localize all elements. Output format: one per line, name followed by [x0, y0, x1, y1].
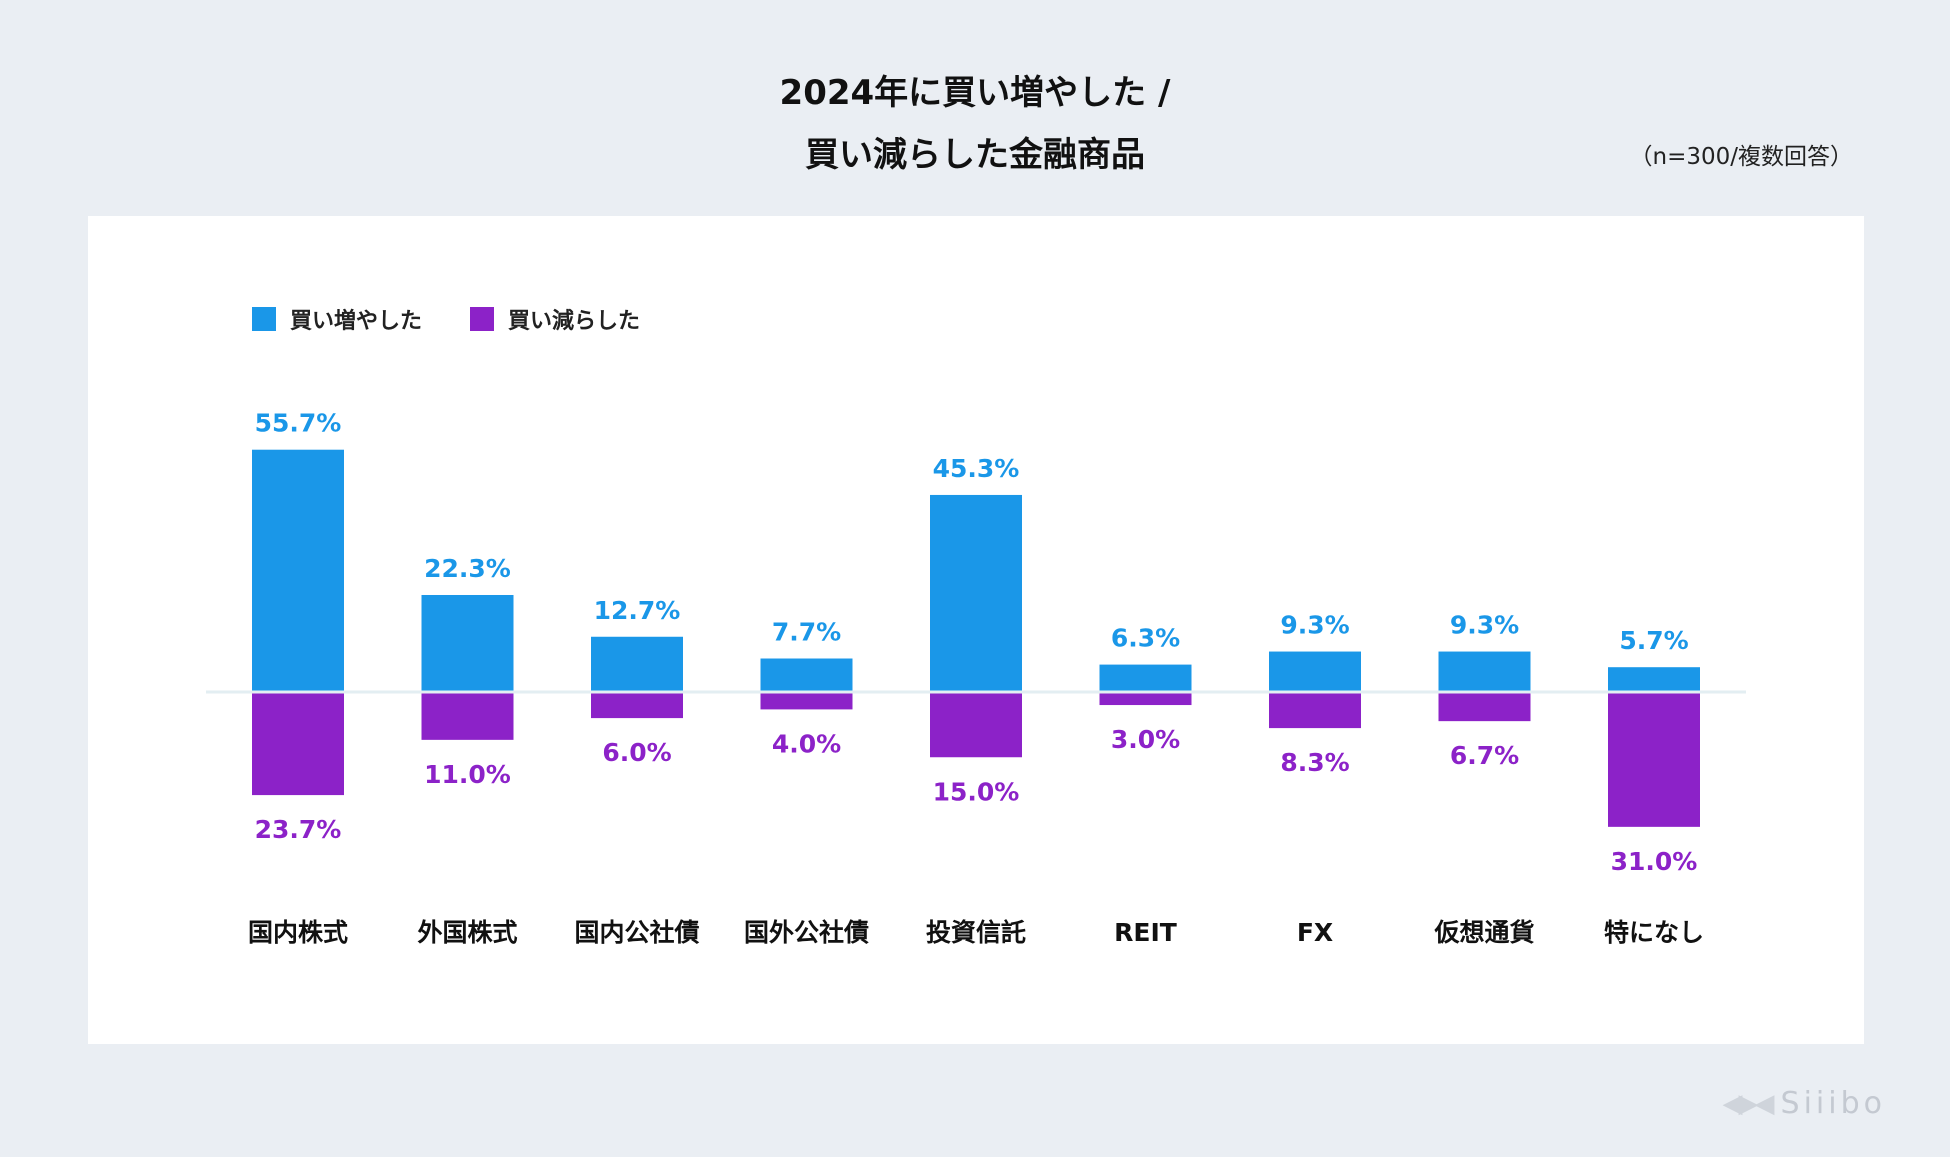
- bar-decrease-1: [421, 692, 514, 740]
- data-label-increase-8: 5.7%: [1619, 626, 1688, 655]
- category-label-6: FX: [1297, 918, 1333, 947]
- bar-increase-3: [760, 658, 853, 692]
- data-label-decrease-0: 23.7%: [255, 815, 342, 844]
- category-label-4: 投資信託: [926, 918, 1026, 947]
- category-label-5: REIT: [1114, 918, 1177, 947]
- data-label-decrease-6: 8.3%: [1280, 748, 1349, 777]
- data-label-increase-0: 55.7%: [255, 409, 342, 438]
- data-label-increase-7: 9.3%: [1450, 611, 1519, 640]
- legend-item-decrease: 買い減らした: [470, 303, 640, 335]
- bar-increase-7: [1438, 651, 1531, 692]
- category-label-3: 国外公社債: [744, 918, 869, 947]
- data-label-decrease-1: 11.0%: [424, 760, 511, 789]
- data-label-increase-5: 6.3%: [1111, 624, 1180, 653]
- data-label-decrease-7: 6.7%: [1450, 741, 1519, 770]
- legend: 買い増やした 買い減らした: [252, 303, 688, 335]
- siiibo-logo: ◀▶◀ Siiibo: [1723, 1086, 1886, 1121]
- legend-label-increase: 買い増やした: [290, 309, 423, 334]
- bar-decrease-0: [252, 692, 344, 796]
- bar-decrease-7: [1438, 692, 1531, 722]
- bar-decrease-2: [591, 692, 683, 719]
- category-label-1: 外国株式: [417, 918, 517, 947]
- data-label-increase-4: 45.3%: [933, 454, 1020, 483]
- legend-swatch-increase: [252, 307, 276, 331]
- legend-label-decrease: 買い減らした: [508, 309, 641, 334]
- category-label-7: 仮想通貨: [1433, 918, 1534, 947]
- logo-text: Siiibo: [1780, 1086, 1886, 1121]
- bar-increase-6: [1269, 651, 1361, 692]
- data-label-increase-2: 12.7%: [594, 596, 681, 625]
- bar-increase-5: [1099, 664, 1192, 692]
- category-label-0: 国内株式: [248, 918, 348, 947]
- bar-increase-2: [591, 636, 683, 692]
- data-label-decrease-5: 3.0%: [1111, 725, 1180, 754]
- bar-increase-0: [252, 449, 344, 692]
- bar-decrease-4: [930, 692, 1022, 758]
- bar-increase-8: [1608, 667, 1700, 692]
- category-label-8: 特になし: [1604, 918, 1704, 947]
- logo-mark-icon: ◀▶◀: [1722, 1088, 1775, 1119]
- legend-item-increase: 買い増やした: [252, 303, 422, 335]
- bar-decrease-3: [760, 692, 853, 710]
- chart-title: 2024年に買い増やした / 買い減らした金融商品: [0, 62, 1950, 186]
- data-label-decrease-8: 31.0%: [1611, 847, 1698, 876]
- bar-decrease-8: [1608, 692, 1700, 827]
- data-label-decrease-2: 6.0%: [602, 738, 671, 767]
- bar-increase-4: [930, 494, 1022, 692]
- data-label-increase-1: 22.3%: [424, 554, 511, 583]
- data-label-decrease-4: 15.0%: [933, 777, 1020, 806]
- bar-decrease-5: [1099, 692, 1192, 706]
- sample-note: （n=300/複数回答）: [1629, 144, 1854, 170]
- bar-decrease-6: [1269, 692, 1361, 729]
- data-label-increase-6: 9.3%: [1280, 611, 1349, 640]
- data-label-increase-3: 7.7%: [772, 618, 841, 647]
- category-label-2: 国内公社債: [574, 918, 699, 947]
- title-line-2: 買い減らした金融商品: [805, 135, 1145, 175]
- bar-increase-1: [421, 594, 514, 692]
- legend-swatch-decrease: [470, 307, 495, 331]
- title-line-1: 2024年に買い増やした /: [779, 73, 1171, 113]
- data-label-decrease-3: 4.0%: [772, 729, 841, 758]
